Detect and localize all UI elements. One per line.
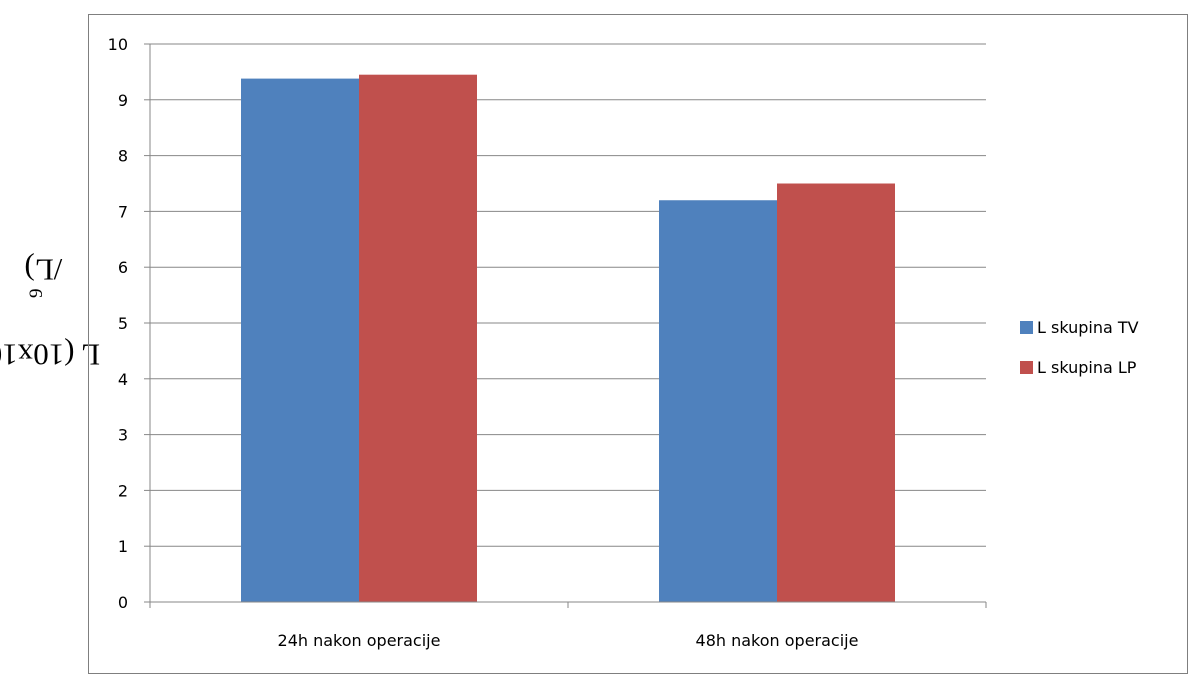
y-tick-labels: 0 1 2 3 4 5 6 7 8 9 10 (108, 35, 128, 612)
axes (144, 43, 987, 608)
category-label: 24h nakon operacije (278, 631, 441, 650)
y-tick-label: 8 (118, 147, 128, 166)
bar (359, 74, 477, 602)
legend-swatch (1020, 361, 1033, 374)
y-tick-label: 10 (108, 35, 128, 54)
bar (241, 78, 359, 602)
y-tick-label: 1 (118, 537, 128, 556)
bar (777, 183, 895, 602)
bars (241, 74, 895, 603)
y-tick-label: 3 (118, 426, 128, 445)
legend-label: L skupina LP (1037, 358, 1137, 377)
y-tick-label: 2 (118, 481, 128, 500)
y-tick-label: 9 (118, 91, 128, 110)
y-tick-label: 4 (118, 370, 128, 389)
y-tick-label: 0 (118, 593, 128, 612)
bar (659, 200, 777, 603)
legend-swatch (1020, 321, 1033, 334)
legend: L skupina TV L skupina LP (1020, 318, 1139, 377)
category-labels: 24h nakon operacije 48h nakon operacije (278, 631, 859, 650)
y-tick-label: 7 (118, 202, 128, 221)
legend-label: L skupina TV (1037, 318, 1139, 337)
category-label: 48h nakon operacije (696, 631, 859, 650)
y-tick-label: 6 (118, 258, 128, 277)
y-tick-label: 5 (118, 314, 128, 333)
